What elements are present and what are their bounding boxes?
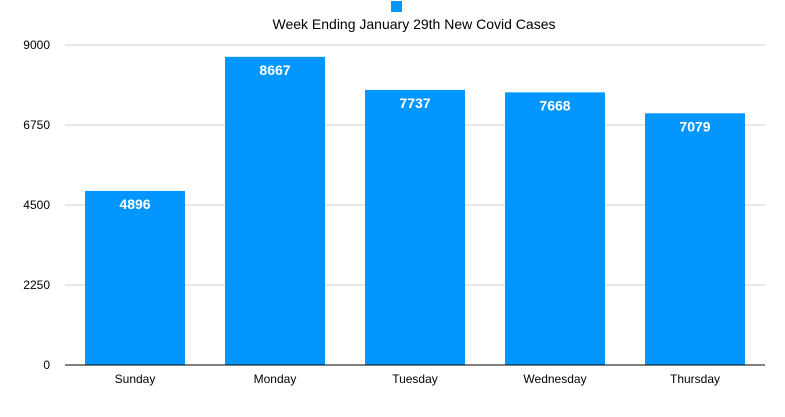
bar	[505, 92, 605, 366]
data-labels: 4896 8667 7737 7668 7079	[119, 62, 710, 212]
legend-swatch	[391, 1, 402, 12]
y-tick-label: 6750	[23, 118, 50, 132]
x-category-label: Tuesday	[392, 372, 438, 386]
y-axis-ticks: 0 2250 4500 6750 9000	[23, 38, 50, 372]
y-tick-label: 2250	[23, 278, 50, 292]
data-label: 8667	[259, 62, 290, 78]
data-label: 4896	[119, 196, 150, 212]
y-tick-label: 9000	[23, 38, 50, 52]
x-category-label: Thursday	[670, 372, 720, 386]
x-category-label: Sunday	[115, 372, 156, 386]
data-label: 7737	[399, 95, 430, 111]
chart-title: Week Ending January 29th New Covid Cases	[272, 16, 555, 32]
y-tick-label: 0	[43, 358, 50, 372]
data-label: 7668	[539, 97, 570, 113]
bar	[645, 113, 745, 366]
data-label: 7079	[679, 118, 710, 134]
x-category-label: Wednesday	[523, 372, 586, 386]
bar	[225, 56, 325, 366]
x-axis-categories: Sunday Monday Tuesday Wednesday Thursday	[115, 372, 720, 386]
y-tick-label: 4500	[23, 198, 50, 212]
x-category-label: Monday	[254, 372, 297, 386]
bar	[365, 89, 465, 365]
bar	[85, 190, 185, 365]
bars	[85, 56, 745, 366]
